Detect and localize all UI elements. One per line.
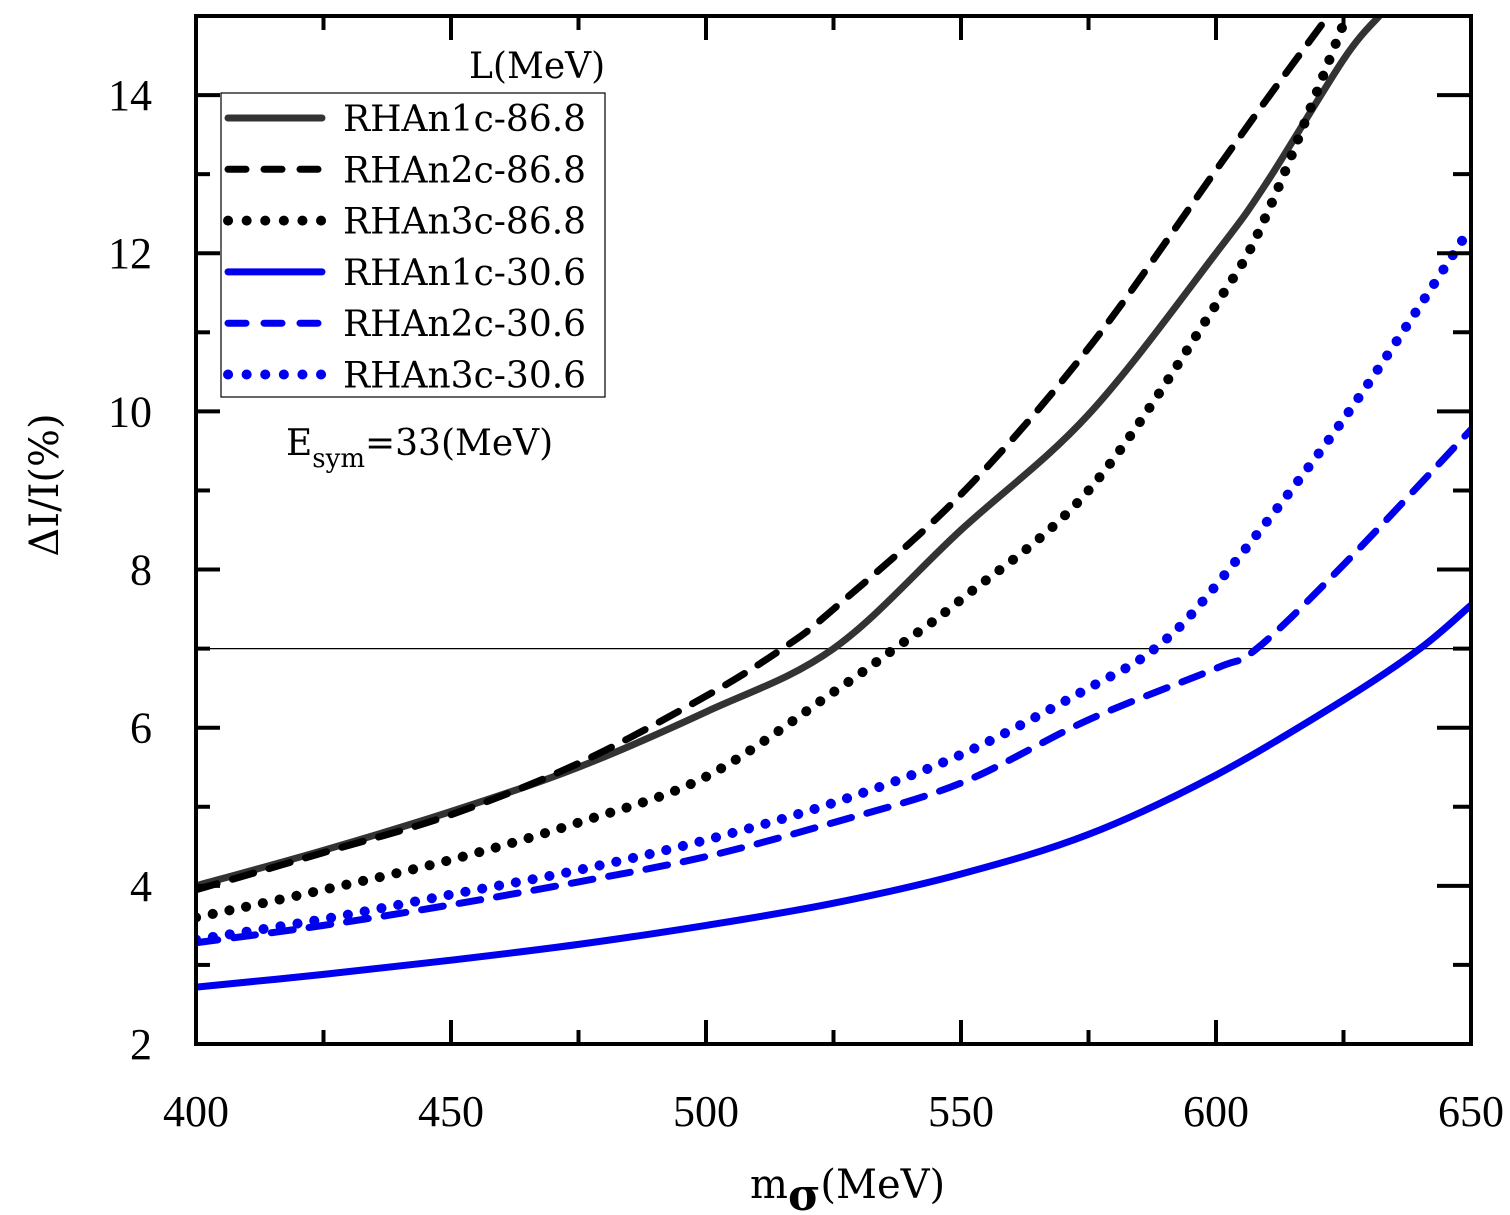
series-line-RHAn1c-30.6: [196, 601, 1471, 991]
annotation-esym: Esym=33(MeV): [286, 423, 553, 474]
x-tick-label: 550: [928, 1087, 994, 1136]
series-line-RHAn2c-86.8: [196, 16, 1332, 894]
y-tick-label: 12: [108, 229, 152, 278]
series-line-RHAn3c-30.6: [196, 222, 1471, 945]
legend-label: RHAn1c-30.6: [343, 253, 586, 294]
x-tick-label: 600: [1183, 1087, 1249, 1136]
legend-box: [220, 92, 606, 398]
y-tick-label: 6: [130, 704, 152, 753]
tick-layer: [194, 16, 1473, 1046]
x-tick-label: 400: [163, 1087, 229, 1136]
legend-label: RHAn3c-30.6: [343, 356, 586, 397]
legend: RHAn1c-86.8 RHAn2c-86.8 RHAn3c-86.8 RHAn1c-…: [220, 92, 606, 398]
series-line-RHAn3c-86.8: [196, 18, 1349, 923]
x-tick-label: 500: [673, 1087, 739, 1136]
legend-label: RHAn2c-30.6: [343, 304, 586, 345]
y-tick-label: 2: [130, 1020, 152, 1069]
y-tick-label: 8: [130, 546, 152, 595]
x-tick-label: 450: [418, 1087, 484, 1136]
x-axis-title-main: m: [750, 1162, 788, 1208]
legend-label: RHAn2c-86.8: [343, 150, 586, 191]
y-tick-label: 4: [130, 862, 152, 911]
y-tick-label: 14: [108, 71, 152, 120]
annotation-rest: =33(MeV): [365, 423, 553, 464]
x-axis-title-unit: (MeV): [820, 1162, 945, 1208]
legend-label: RHAn3c-86.8: [343, 202, 586, 243]
y-tick-label: 10: [108, 387, 152, 436]
tick-label-layer: 400 450 500 550 600 650 2 4 6 8 10 12 14: [108, 71, 1504, 1136]
x-axis-title: mσ(MeV): [750, 1162, 945, 1215]
annotation-main: E: [286, 423, 312, 464]
series-line-RHAn1c-86.8: [196, 16, 1383, 890]
series-layer: [196, 16, 1471, 991]
legend-title: L(MeV): [469, 46, 605, 87]
annotation-subscript: sym: [312, 444, 365, 474]
legend-label: RHAn1c-86.8: [343, 99, 586, 140]
x-axis-title-subscript: σ: [788, 1170, 820, 1215]
y-axis-title: ΔI/I(%): [22, 413, 68, 556]
series-line-RHAn2c-30.6: [196, 426, 1471, 947]
x-tick-label: 650: [1438, 1087, 1504, 1136]
